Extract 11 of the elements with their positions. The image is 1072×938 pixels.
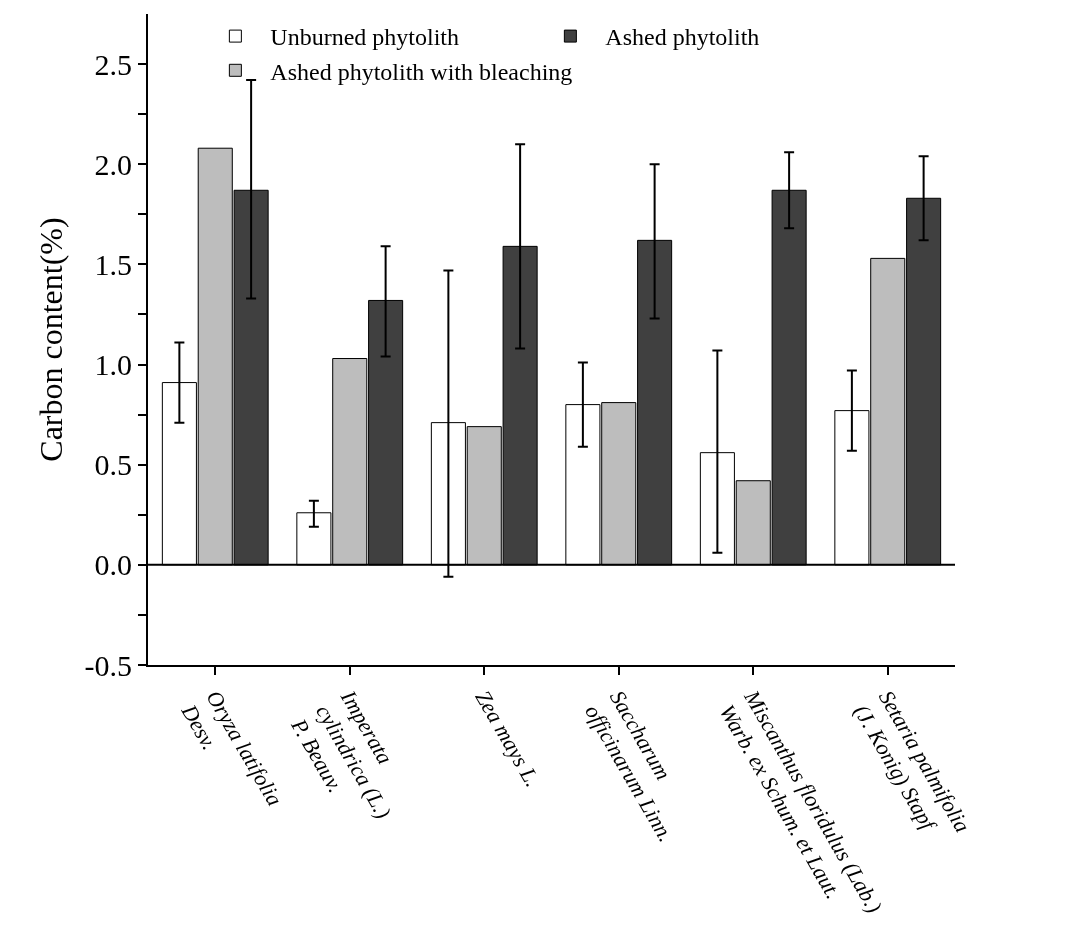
y-tick-label: 0.0 bbox=[94, 548, 132, 582]
y-tick-label: -0.5 bbox=[84, 648, 132, 682]
y-tick-label: 1.0 bbox=[94, 348, 132, 382]
legend-label: Ashed phytolith with bleaching bbox=[270, 58, 573, 85]
y-tick-label: 2.5 bbox=[94, 47, 132, 81]
legend-label: Unburned phytolith bbox=[270, 24, 460, 51]
y-axis-title: Carbon content(%) bbox=[33, 217, 70, 462]
y-tick-label: 2.0 bbox=[94, 147, 132, 181]
y-tick-label: 0.5 bbox=[94, 448, 132, 482]
y-tick-label: 1.5 bbox=[94, 247, 132, 281]
legend-label: Ashed phytolith bbox=[605, 24, 760, 51]
